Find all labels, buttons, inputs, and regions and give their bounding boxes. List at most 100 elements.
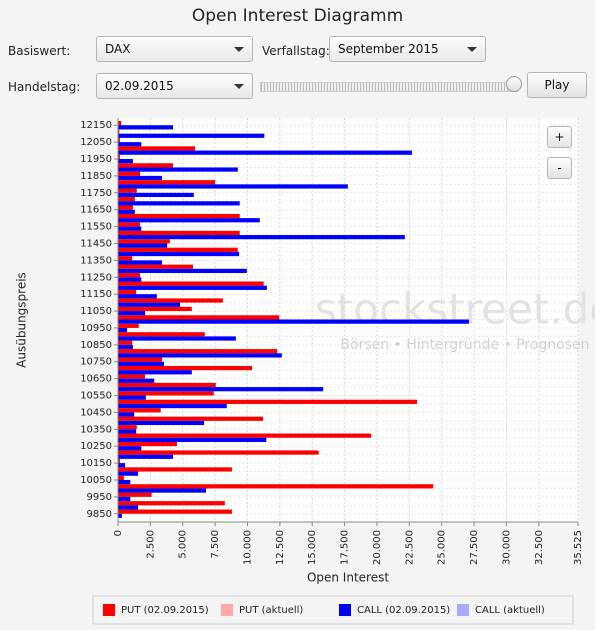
x-tick-label: 7.500 (210, 530, 221, 559)
watermark-sub: Börsen • Hintergründe • Prognosen (340, 337, 589, 353)
slider-thumb[interactable] (506, 76, 522, 92)
y-tick-label: 11050 (80, 306, 112, 317)
bar (118, 365, 253, 371)
bar (118, 340, 133, 345)
y-tick-label: 9850 (87, 509, 112, 520)
bar (118, 247, 238, 252)
bar (118, 273, 141, 278)
bar (118, 496, 131, 502)
y-tick-label: 11950 (80, 154, 112, 165)
bar (118, 222, 141, 227)
bar (118, 509, 232, 514)
play-button[interactable]: Play (527, 72, 587, 98)
bar (118, 197, 135, 202)
bar (118, 285, 267, 290)
basiswert-label: Basiswert: (8, 44, 71, 58)
bar (118, 171, 141, 176)
bar (118, 302, 181, 307)
bar (118, 408, 161, 413)
bar (118, 446, 142, 451)
bar (118, 121, 122, 126)
x-tick-label: 20.000 (372, 530, 383, 565)
basiswert-select[interactable]: DAX (96, 36, 253, 62)
bar (118, 230, 240, 236)
zoom-out-button[interactable]: - (547, 157, 572, 179)
y-tick-label: 9950 (87, 492, 112, 503)
bar (118, 184, 348, 189)
bar (118, 370, 192, 375)
bar (118, 180, 216, 185)
bar (118, 167, 238, 172)
legend-box (92, 595, 574, 625)
bar (118, 213, 240, 219)
bar (118, 501, 225, 506)
y-tick-label: 11250 (80, 272, 112, 283)
bar (118, 277, 142, 282)
bar (118, 488, 207, 493)
y-tick-label: 12050 (80, 137, 112, 148)
bar (118, 239, 170, 244)
bar (118, 344, 133, 350)
bar (118, 281, 264, 286)
bar (118, 268, 247, 274)
bar (118, 492, 152, 497)
verfallstag-select[interactable]: September 2015 (329, 36, 486, 62)
bar (118, 441, 177, 447)
legend-swatch (457, 604, 469, 616)
legend-swatch (221, 604, 233, 616)
bar (118, 327, 128, 333)
bar (118, 387, 324, 392)
x-tick-label: 25.000 (437, 530, 448, 565)
bar (118, 298, 223, 303)
legend-label: PUT (aktuell) (239, 605, 303, 616)
bar (118, 315, 280, 320)
y-tick-label: 11850 (80, 171, 112, 182)
x-tick-label: 35.525 (573, 530, 584, 565)
bar (118, 146, 196, 151)
bar (118, 188, 137, 193)
bar (118, 137, 120, 143)
bar (118, 311, 146, 316)
bar (118, 235, 405, 240)
bar (118, 323, 139, 328)
legend-swatch (103, 604, 115, 616)
x-tick-label: 30.000 (501, 530, 512, 565)
bar (118, 378, 155, 383)
legend-label: CALL (02.09.2015) (357, 605, 450, 616)
watermark: stockstreet.de (315, 285, 595, 334)
title: Open Interest Diagramm (191, 6, 404, 26)
y-tick-label: 10550 (80, 391, 112, 402)
bar (118, 159, 133, 164)
bar (118, 163, 174, 168)
bar (118, 201, 240, 206)
bar (118, 395, 146, 400)
y-tick-label: 10650 (80, 374, 112, 385)
legend-label: CALL (aktuell) (475, 605, 545, 616)
y-tick-label: 11350 (80, 255, 112, 266)
bar (118, 484, 434, 489)
x-tick-label: 2.500 (145, 530, 156, 559)
bar (118, 205, 133, 210)
y-tick-label: 10350 (80, 424, 112, 435)
bar (118, 505, 139, 510)
bar (118, 399, 418, 404)
x-tick-label: 5.000 (178, 530, 189, 559)
zoom-in-button[interactable]: + (547, 126, 572, 148)
y-tick-label: 10250 (80, 441, 112, 452)
bar (118, 129, 120, 134)
bar (118, 133, 265, 138)
bar (118, 319, 469, 324)
handelstag-select[interactable]: 02.09.2015 (96, 73, 253, 99)
bar (118, 513, 122, 518)
bar (118, 332, 205, 337)
bar (118, 306, 192, 312)
bar (118, 264, 194, 269)
bar (118, 454, 174, 459)
bar (118, 349, 278, 354)
x-tick-label: 17.500 (340, 530, 351, 565)
bar (118, 209, 135, 214)
bar (118, 218, 260, 223)
verfallstag-label: Verfallstag: (262, 44, 330, 58)
